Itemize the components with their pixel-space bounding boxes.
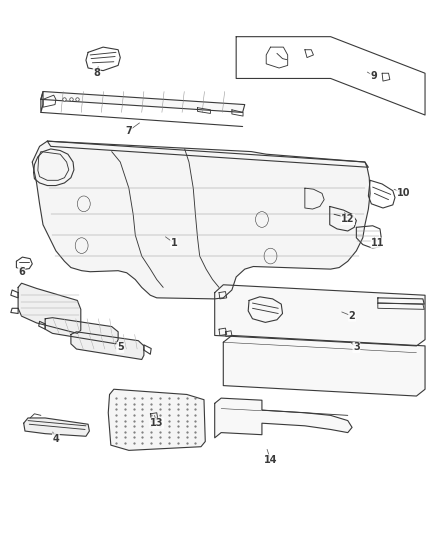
- Text: 3: 3: [353, 343, 360, 352]
- Polygon shape: [71, 332, 144, 359]
- Text: 12: 12: [341, 214, 354, 224]
- Text: 7: 7: [125, 126, 132, 136]
- Polygon shape: [32, 141, 370, 299]
- Text: 6: 6: [18, 266, 25, 277]
- Text: 8: 8: [93, 68, 100, 78]
- Text: 5: 5: [117, 343, 124, 352]
- Text: 11: 11: [371, 238, 385, 248]
- Polygon shape: [215, 285, 425, 346]
- Text: 4: 4: [53, 434, 59, 444]
- Polygon shape: [41, 92, 245, 112]
- Polygon shape: [18, 283, 81, 333]
- Text: 9: 9: [370, 71, 377, 81]
- Text: 14: 14: [264, 455, 277, 465]
- Polygon shape: [45, 318, 118, 344]
- Polygon shape: [24, 418, 89, 436]
- Text: 10: 10: [397, 188, 410, 198]
- Text: 13: 13: [150, 418, 163, 428]
- Text: 2: 2: [349, 311, 356, 321]
- Polygon shape: [223, 335, 425, 396]
- Polygon shape: [108, 389, 205, 450]
- Text: 1: 1: [170, 238, 177, 248]
- Polygon shape: [215, 398, 352, 438]
- Polygon shape: [41, 92, 43, 112]
